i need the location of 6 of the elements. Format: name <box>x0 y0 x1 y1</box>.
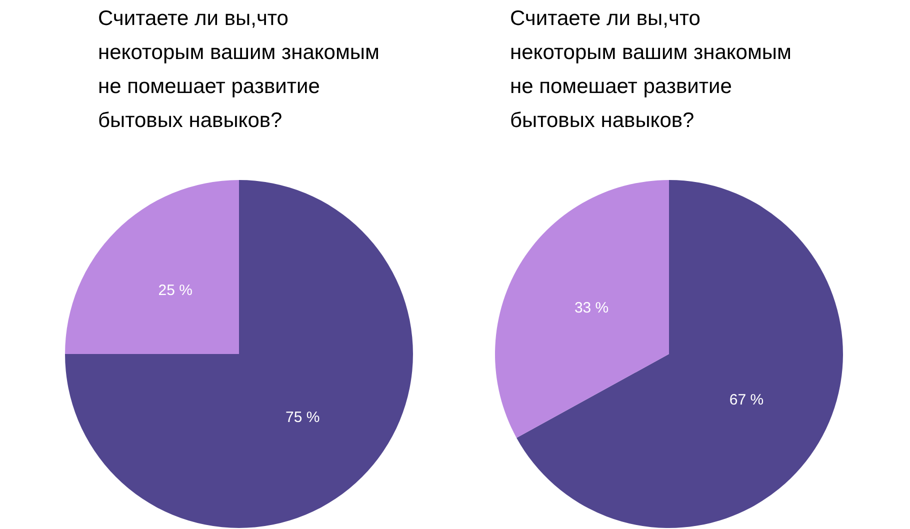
chart-title: Считаете ли вы,что некоторым вашим знакомым не помешает развитие бытовых навыков? <box>98 6 380 134</box>
data-label: 25 % <box>158 282 192 299</box>
data-label: 67 % <box>729 391 764 408</box>
data-label: 75 % <box>286 409 320 426</box>
data-label: 33 % <box>574 300 609 317</box>
chart-title: Считаете ли вы,что некоторым вашим знакомым не помешает развитие бытовых навыков? <box>510 6 792 134</box>
